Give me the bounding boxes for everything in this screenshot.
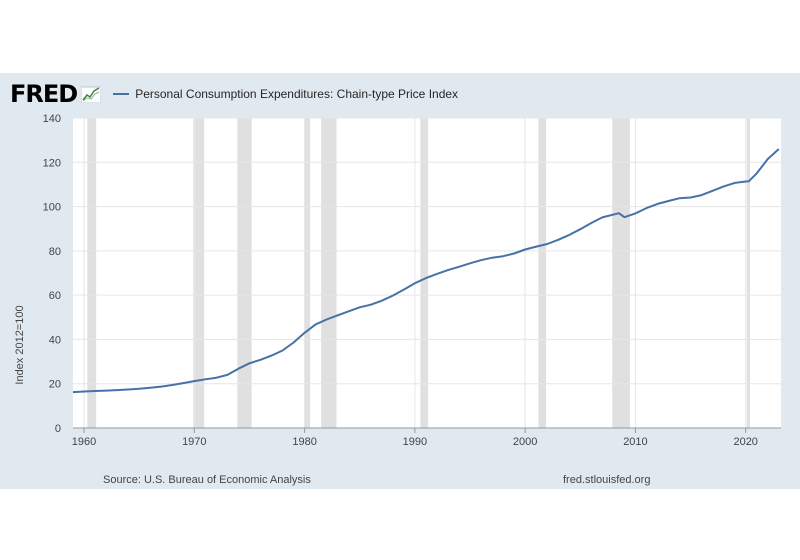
x-tick-label: 2020 [733,436,757,448]
y-axis-label: Index 2012=100 [14,305,26,384]
chart-plot: 0 20 40 60 80 100 120 140 1960 1970 1980 1990 2000 20… [14,113,781,448]
source-note: Source: U.S. Bureau of Economic Analysis [103,474,311,486]
recession-band [304,118,311,428]
recession-band [612,118,630,428]
fred-logo[interactable]: FRED [10,80,102,108]
y-tick-label: 60 [49,290,61,302]
legend: Personal Consumption Expenditures: Chain… [113,87,458,101]
y-tick-label: 100 [43,202,61,214]
x-tick-label: 2000 [513,436,537,448]
y-tick-label: 140 [43,113,61,125]
x-tick-label: 1960 [72,436,96,448]
chart-line-icon [81,86,102,103]
recession-band [193,118,205,428]
legend-label[interactable]: Personal Consumption Expenditures: Chain… [135,87,459,101]
legend-swatch [113,93,130,95]
recession-band [746,118,751,428]
chart-panel: FRED Personal Consumption Expenditures: … [0,73,800,489]
recession-band [420,118,429,428]
site-link[interactable]: fred.stlouisfed.org [563,474,651,486]
y-tick-label: 20 [49,379,61,391]
x-tick-label: 2010 [623,436,647,448]
chart-header: FRED Personal Consumption Expenditures: … [10,79,458,109]
recession-band [538,118,547,428]
y-tick-label: 120 [43,157,61,169]
recession-band [237,118,252,428]
recession-band [87,118,97,428]
x-tick-label: 1980 [292,436,316,448]
recession-band [321,118,337,428]
x-tick-label: 1990 [403,436,427,448]
series-line[interactable] [72,148,780,394]
y-tick-label: 40 [49,334,61,346]
y-tick-label: 80 [49,246,61,258]
x-tick-label: 1970 [182,436,206,448]
y-tick-label: 0 [55,423,61,435]
fred-logo-text: FRED [10,80,78,108]
